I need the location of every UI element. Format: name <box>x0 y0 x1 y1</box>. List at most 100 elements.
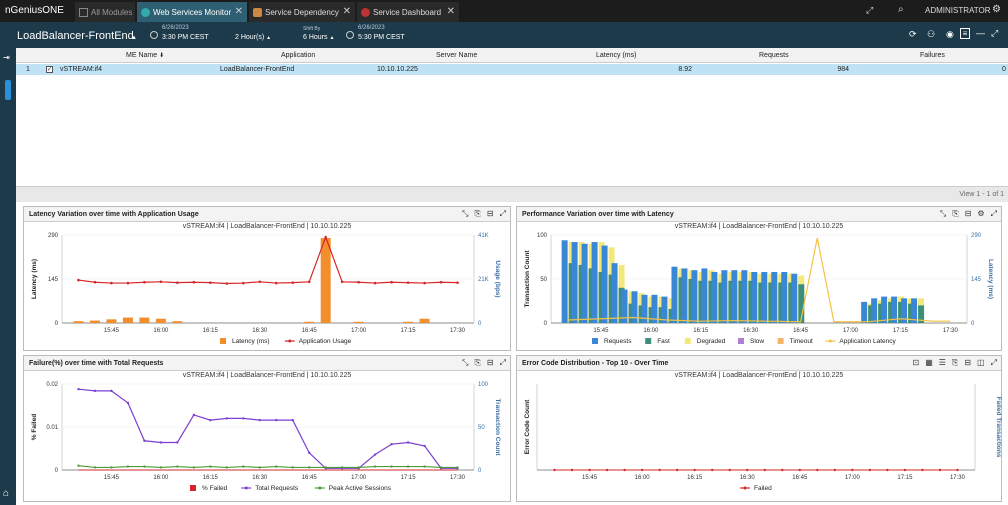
y-tick-label: 0 <box>55 468 59 474</box>
export-icon[interactable]: ⎘ <box>474 209 481 218</box>
column-failures[interactable]: Failures <box>920 51 945 59</box>
fast-bar <box>798 284 805 323</box>
requests-point <box>209 418 212 422</box>
globe-icon <box>141 7 150 17</box>
scroll-handle[interactable] <box>5 80 11 100</box>
performance-chart: 15:45 16:00 16:15 16:30 16:45 17:00 17:15 17:30… <box>524 233 994 345</box>
failed-point <box>711 468 714 472</box>
export-icon[interactable]: ⎘ <box>952 209 959 218</box>
minimize-icon[interactable]: ⊟ <box>964 358 972 367</box>
requests-point <box>406 441 410 444</box>
cell-me-name: vSTREAM:if4 <box>60 66 103 73</box>
minimize-icon[interactable]: — <box>976 28 985 38</box>
requests-point <box>291 418 294 422</box>
list-icon[interactable]: ☰ <box>938 358 946 367</box>
expand-icon[interactable]: ⤢ <box>991 28 999 38</box>
sessions-point <box>143 465 146 468</box>
gear-icon[interactable]: ⚙ <box>992 4 1001 15</box>
drill-icon[interactable]: ⊡ <box>912 358 920 367</box>
range-selector[interactable]: 2 Hour(s) ▲ <box>235 34 271 41</box>
legend-label: Peak Active Sessions <box>329 485 392 492</box>
x-tick-label: 16:15 <box>203 475 219 481</box>
latency-bar <box>353 321 364 323</box>
user-name[interactable]: ADMINISTRATOR <box>925 6 991 15</box>
home-icon[interactable]: ⌂ <box>3 488 10 499</box>
maximize-icon[interactable]: ⤢ <box>990 358 997 367</box>
sessions-point <box>275 465 278 468</box>
export-icon[interactable]: ⎘ <box>474 358 481 367</box>
menu-icon[interactable]: ≡ <box>960 28 970 39</box>
view-icon[interactable]: ◉ <box>946 29 954 39</box>
search-icon[interactable]: ⌕ <box>898 4 904 15</box>
legend-marker <box>743 486 747 490</box>
latency-bar <box>122 317 133 323</box>
export-icon[interactable]: ⎘ <box>951 358 959 367</box>
row-checkbox[interactable]: ✓ <box>46 66 53 73</box>
minimize-icon[interactable]: ⊟ <box>486 209 494 218</box>
failed-point <box>728 468 731 472</box>
peak-sessions-line <box>78 465 458 469</box>
x-tick-label: 17:30 <box>450 328 466 334</box>
y-tick-label: 0.02 <box>46 382 58 388</box>
column-latency[interactable]: Latency (ms) <box>596 51 637 59</box>
sessions-point <box>77 464 80 467</box>
tab-service-dependency[interactable]: Service Dependency ✕ <box>249 2 355 22</box>
maximize-icon[interactable]: ⤢ <box>499 358 506 367</box>
compare-icon[interactable]: ⤡ <box>939 209 947 218</box>
requests-bar <box>651 294 658 323</box>
x-tick-label: 17:15 <box>401 328 417 334</box>
latency-bar <box>419 318 430 323</box>
y2-tick-label: 145 <box>971 277 982 283</box>
chevron-up-icon: ▲ <box>329 35 335 41</box>
usage-point <box>209 281 212 284</box>
chevron-down-icon[interactable]: ▲ <box>131 35 137 41</box>
close-icon[interactable]: ✕ <box>446 6 455 17</box>
shift-label: Shift By <box>303 26 321 32</box>
gear-icon[interactable]: ⚙ <box>977 209 985 218</box>
tab-web-services-monitor[interactable]: Web Services Monitor ✕ <box>137 2 247 22</box>
panel-subtitle: vSTREAM:if4 | LoadBalancer-FrontEnd | 10… <box>674 372 844 379</box>
column-requests[interactable]: Requests <box>759 51 789 59</box>
compare-icon[interactable]: ⤡ <box>462 358 469 367</box>
x-tick-label: 17:00 <box>845 475 861 481</box>
grid-icon[interactable]: ▦ <box>925 358 933 367</box>
performance-panel: Performance Variation over time with Lat… <box>516 206 1002 351</box>
x-tick-label: 16:45 <box>793 328 809 334</box>
legend-label: Failed <box>754 485 772 492</box>
x-tick-label: 16:45 <box>302 328 318 334</box>
maximize-icon[interactable]: ⤢ <box>990 209 997 218</box>
failed-point <box>640 468 644 472</box>
refresh-icon[interactable]: ⟳ <box>909 29 917 39</box>
compare-icon[interactable]: ⤡ <box>462 209 469 218</box>
column-application[interactable]: Application <box>281 51 316 59</box>
requests-point <box>423 444 426 448</box>
requests-bar <box>631 291 638 323</box>
expand-sidebar-icon[interactable]: ⇥ <box>3 53 10 62</box>
legend-label: Total Requests <box>255 485 299 492</box>
close-icon[interactable]: ✕ <box>234 6 243 17</box>
maximize-icon[interactable]: ⤢ <box>499 209 506 218</box>
compare-icon[interactable]: ◫ <box>977 358 985 367</box>
fullscreen-icon[interactable]: ⤢ <box>866 5 874 15</box>
y-tick-label: 290 <box>48 233 59 239</box>
usage-point <box>225 282 229 285</box>
tab-service-dashboard[interactable]: Service Dashboard ✕ <box>357 2 459 22</box>
latency-bar <box>304 321 315 323</box>
minimize-icon[interactable]: ⊟ <box>964 209 972 218</box>
x-tick-label: 16:45 <box>302 475 318 481</box>
column-me-name[interactable]: ME Name ⬇ <box>126 48 164 62</box>
failed-point <box>956 468 959 472</box>
legend-swatch <box>592 338 598 344</box>
failure-panel: Failure(%) over time with Total Requests… <box>23 355 511 502</box>
requests-point <box>275 418 278 422</box>
user-settings-icon[interactable]: ⚇ <box>927 29 936 39</box>
close-icon[interactable]: ✕ <box>342 6 351 17</box>
tab-all-modules[interactable]: All Modules <box>75 2 135 22</box>
x-tick-label: 17:30 <box>943 328 959 334</box>
x-tick-label: 17:30 <box>450 475 466 481</box>
requests-bar <box>861 301 868 323</box>
table-row[interactable]: 1 ✓ vSTREAM:if4 LoadBalancer-FrontEnd 10… <box>16 64 1008 75</box>
minimize-icon[interactable]: ⊟ <box>486 358 494 367</box>
column-server-name[interactable]: Server Name <box>436 51 478 59</box>
requests-bar <box>641 294 648 323</box>
